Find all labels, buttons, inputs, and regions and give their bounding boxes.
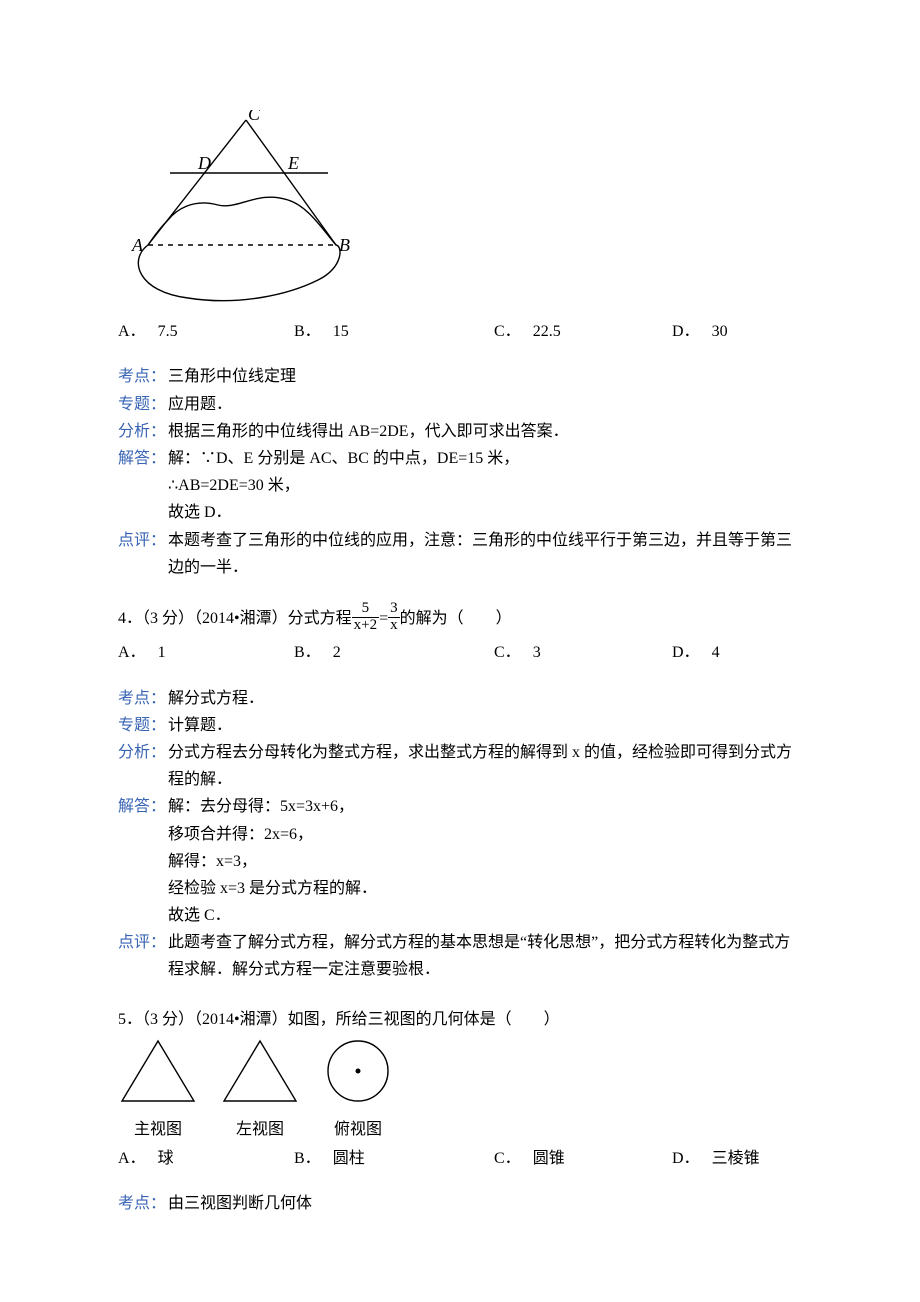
q4-fenxi: 分析：分式方程去分母转化为整式方程，求出整式方程的解得到 x 的值，经检验即可得… [118,739,802,793]
q5-stem: 5．（3 分）（2014•湘潭）如图，所给三视图的几何体是（ ） [118,1006,802,1033]
q5-kaodian: 考点：由三视图判断几何体 [118,1190,802,1217]
q5-opt-d[interactable]: D．三棱锥 [672,1145,760,1172]
q4-jieda-l4: 经检验 x=3 是分式方程的解． [168,875,802,902]
q3-jieda: 解答： 解：∵D、E 分别是 AC、BC 的中点，DE=15 米， ∴AB=2D… [118,445,802,527]
q4-jieda-l5: 故选 C． [168,902,802,929]
q4-opt-a[interactable]: A．1 [118,639,294,666]
left-view-icon [220,1037,300,1105]
q3-jieda-l3: 故选 D． [168,499,802,526]
q3-opt-a[interactable]: A．7.5 [118,318,294,345]
q4-jieda-l2: 移项合并得：2x=6， [168,821,802,848]
q3-figure: C D E A B [118,110,802,314]
label-main-view: 主视图 [118,1114,198,1143]
q4-options: A．1 B．2 C．3 D．4 [118,639,802,666]
pt-A: A [131,235,144,255]
q4-opt-b[interactable]: B．2 [294,639,494,666]
q3-opt-c[interactable]: C．22.5 [494,318,672,345]
q5-opt-a[interactable]: A．球 [118,1145,294,1172]
q4-kaodian: 考点：解分式方程． [118,685,802,712]
main-view-icon [118,1037,198,1105]
pt-D: D [197,153,211,173]
pt-E: E [287,153,299,173]
pt-C: C [248,110,261,124]
q5-views: 主视图 左视图 俯视图 [118,1037,802,1143]
q3-zhuanti: 专题：应用题． [118,391,802,418]
q4-stem: 4．（3 分）（2014•湘潭）分式方程5x+2=3x的解为（ ） [118,603,802,636]
q5-opt-b[interactable]: B．圆柱 [294,1145,494,1172]
q3-options: A．7.5 B．15 C．22.5 D．30 [118,318,802,345]
pt-B: B [339,235,350,255]
q4-jieda-l1: 解：去分母得：5x=3x+6， [168,793,802,820]
q5-options: A．球 B．圆柱 C．圆锥 D．三棱锥 [118,1145,802,1172]
q3-dianping: 点评：本题考查了三角形的中位线的应用，注意：三角形的中位线平行于第三边，并且等于… [118,527,802,581]
q3-kaodian: 考点：三角形中位线定理 [118,363,802,390]
q5-opt-c[interactable]: C．圆锥 [494,1145,672,1172]
q4-dianping: 点评：此题考查了解分式方程，解分式方程的基本思想是“转化思想”，把分式方程转化为… [118,929,802,983]
q3-opt-b[interactable]: B．15 [294,318,494,345]
q4-opt-c[interactable]: C．3 [494,639,672,666]
q3-jieda-l2: ∴AB=2DE=30 米， [168,472,802,499]
q3-opt-d[interactable]: D．30 [672,318,728,345]
q3-jieda-l1: 解：∵D、E 分别是 AC、BC 的中点，DE=15 米， [168,445,802,472]
label-top-view: 俯视图 [322,1114,394,1143]
label-left-view: 左视图 [220,1114,300,1143]
q4-zhuanti: 专题：计算题． [118,712,802,739]
q4-opt-d[interactable]: D．4 [672,639,720,666]
q3-fenxi: 分析：根据三角形的中位线得出 AB=2DE，代入即可求出答案． [118,418,802,445]
q4-jieda: 解答： 解：去分母得：5x=3x+6， 移项合并得：2x=6， 解得：x=3， … [118,793,802,929]
q4-jieda-l3: 解得：x=3， [168,848,802,875]
top-view-icon [322,1037,394,1105]
